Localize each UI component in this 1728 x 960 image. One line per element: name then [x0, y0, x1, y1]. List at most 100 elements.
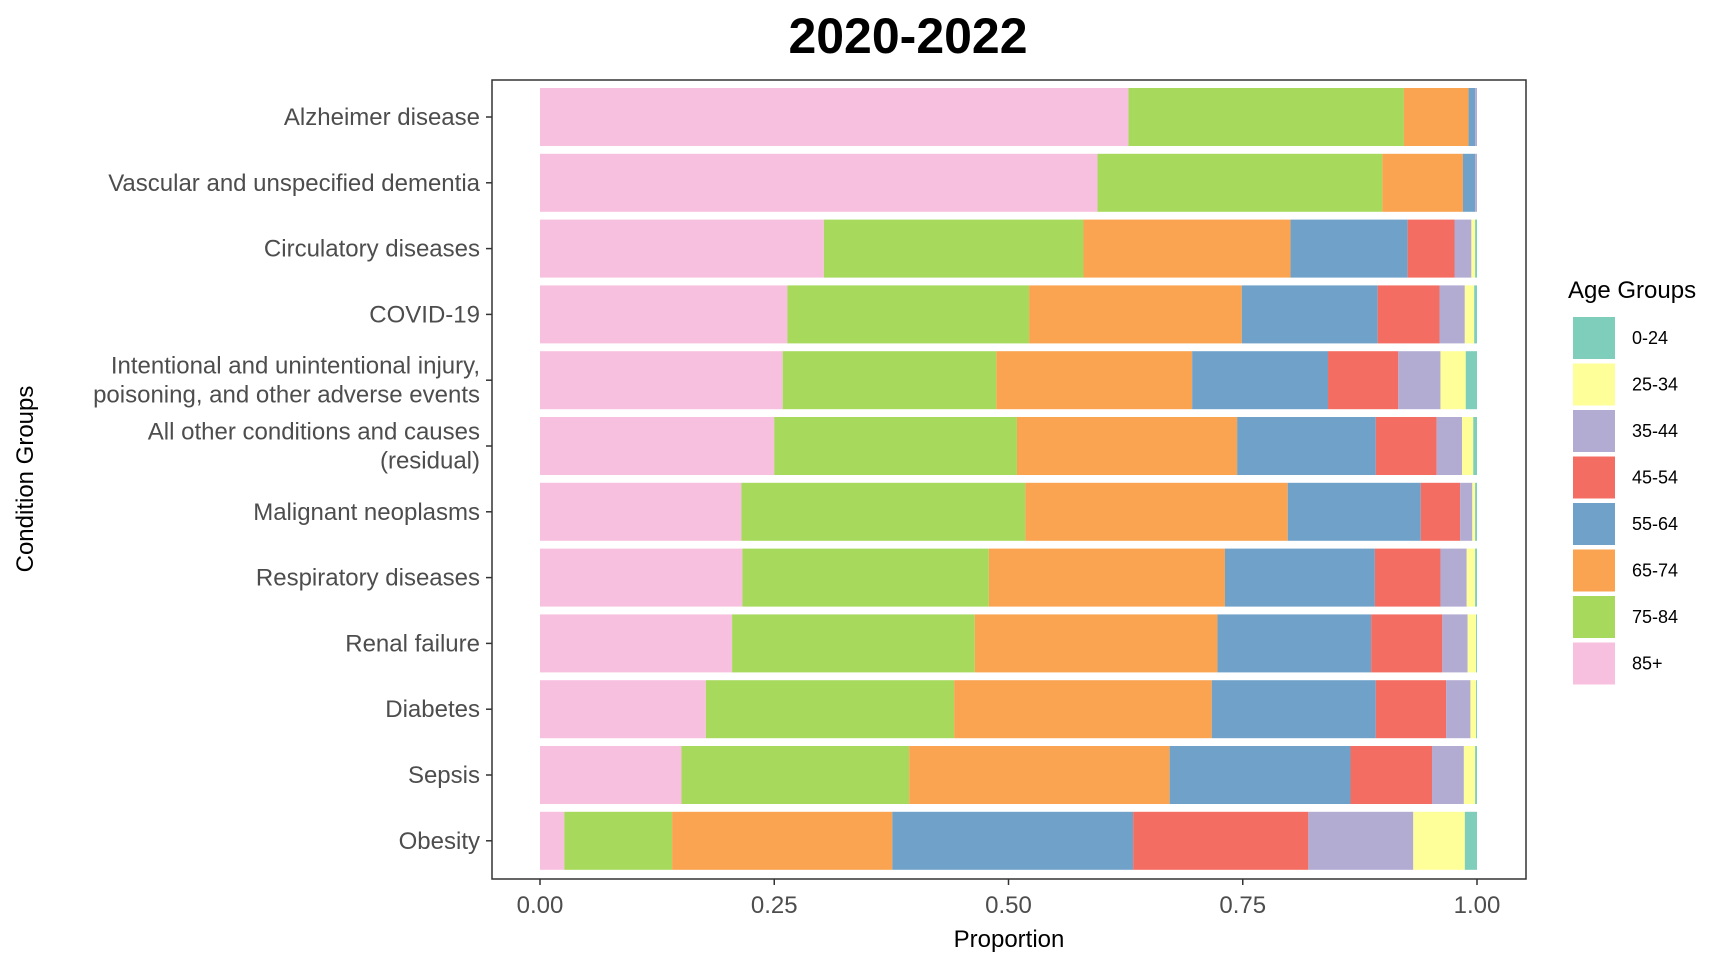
bar-segment-25-34 — [1413, 811, 1465, 870]
bar-segment-55-64 — [1217, 614, 1372, 673]
bar-segment-35-44 — [1308, 811, 1414, 870]
x-tick-label: 0.25 — [751, 892, 798, 919]
category-label: Alzheimer disease — [284, 104, 480, 131]
category-label: Obesity — [399, 828, 480, 855]
bar-segment-55-64 — [1224, 548, 1375, 607]
legend-swatch-55-64 — [1573, 503, 1615, 545]
legend-swatch-25-34 — [1573, 363, 1615, 406]
bar-segment-85+ — [540, 614, 733, 673]
bar-segment-45-54 — [1420, 482, 1461, 541]
legend-swatch-75-84 — [1573, 596, 1615, 638]
bar-segment-85+ — [540, 811, 565, 870]
bar-segment-35-44 — [1442, 614, 1468, 673]
category-label: Renal failure — [345, 630, 480, 657]
bar-segment-55-64 — [1211, 680, 1376, 739]
bar-segment-65-74 — [1403, 88, 1469, 146]
bar-segment-45-54 — [1371, 614, 1443, 673]
legend-items: 0-24 25-34 35-44 45-54 55-64 65-74 75-84 85+ — [1573, 317, 1678, 685]
legend-label-75-84: 75-84 — [1632, 607, 1678, 627]
bar-segment-45-54 — [1328, 351, 1399, 410]
legend-label-25-34: 25-34 — [1632, 375, 1678, 395]
bar-segment-25-34 — [1472, 482, 1476, 541]
bar-segment-65-74 — [1083, 219, 1291, 278]
bar-segment-0-24 — [1475, 482, 1477, 541]
legend-label-35-44: 35-44 — [1632, 421, 1678, 441]
bar-segment-75-84 — [782, 351, 997, 410]
y-axis: Alzheimer disease Vascular and unspecifie… — [93, 104, 492, 855]
bar-segment-35-44 — [1432, 746, 1464, 804]
bar-segment-55-64 — [1169, 746, 1351, 804]
bar-segment-45-54 — [1377, 285, 1440, 344]
category-label: Vascular and unspecified dementia — [108, 170, 480, 197]
bar-segment-25-34 — [1462, 417, 1474, 475]
bar-segment-65-74 — [672, 811, 893, 870]
bar-segment-0-24 — [1475, 219, 1477, 278]
bar-segment-55-64 — [892, 811, 1134, 870]
bar-segment-65-74 — [1382, 153, 1463, 212]
legend: Age Groups 0-24 25-34 35-44 45-54 55-64 65-74… — [1568, 277, 1696, 685]
bar-segment-35-44 — [1436, 417, 1463, 475]
bar-segment-25-34 — [1466, 548, 1476, 607]
bar-segment-55-64 — [1287, 482, 1421, 541]
chart-title: 2020-2022 — [788, 8, 1027, 64]
legend-label-0-24: 0-24 — [1632, 328, 1668, 348]
bar-segment-0-24 — [1475, 746, 1477, 804]
bar-segment-75-84 — [741, 482, 1026, 541]
category-label: Respiratory diseases — [256, 565, 480, 592]
bar-segment-45-54 — [1375, 680, 1447, 739]
bar-segment-45-54 — [1374, 548, 1441, 607]
category-label: Circulatory diseases — [264, 236, 480, 263]
bar-segment-45-54 — [1407, 219, 1455, 278]
bar-segment-55-64 — [1237, 417, 1376, 475]
bar-segment-65-74 — [988, 548, 1225, 607]
bar-segment-75-84 — [564, 811, 673, 870]
bar-segment-35-44 — [1460, 482, 1473, 541]
bar-segment-0-24 — [1465, 351, 1477, 410]
bar-segment-55-64 — [1462, 153, 1476, 212]
x-tick-label: 0.00 — [517, 892, 564, 919]
bar-segment-85+ — [540, 548, 743, 607]
bars-layer — [540, 88, 1477, 870]
bar-segment-35-44 — [1439, 285, 1465, 344]
bar-segment-85+ — [540, 417, 775, 475]
legend-label-45-54: 45-54 — [1632, 468, 1678, 488]
category-label: Diabetes — [385, 696, 480, 723]
category-label: Intentional and unintentional injury, — [111, 353, 480, 380]
x-axis: 0.00 0.25 0.50 0.75 1.00 — [517, 879, 1500, 919]
bar-segment-75-84 — [705, 680, 955, 739]
y-axis-title: Condition Groups — [12, 386, 39, 573]
bar-segment-65-74 — [909, 746, 1170, 804]
bar-segment-75-84 — [1097, 153, 1383, 212]
bar-segment-65-74 — [1029, 285, 1242, 344]
bar-segment-65-74 — [996, 351, 1193, 410]
bar-segment-0-24 — [1476, 680, 1477, 739]
bar-segment-35-44 — [1475, 153, 1477, 212]
bar-segment-85+ — [540, 351, 783, 410]
bar-segment-35-44 — [1475, 88, 1477, 146]
legend-swatch-85+ — [1573, 642, 1615, 685]
bar-segment-0-24 — [1464, 811, 1477, 870]
bar-segment-25-34 — [1467, 614, 1477, 673]
category-label: Malignant neoplasms — [253, 499, 480, 526]
category-label: All other conditions and causes — [148, 419, 480, 446]
bar-segment-45-54 — [1375, 417, 1437, 475]
legend-label-85+: 85+ — [1632, 654, 1663, 674]
bar-segment-65-74 — [974, 614, 1218, 673]
bar-segment-35-44 — [1440, 548, 1467, 607]
bar-segment-0-24 — [1474, 285, 1477, 344]
bar-segment-55-64 — [1290, 219, 1408, 278]
bar-segment-25-34 — [1464, 285, 1475, 344]
bar-segment-75-84 — [742, 548, 989, 607]
x-tick-label: 0.50 — [985, 892, 1032, 919]
bar-segment-55-64 — [1468, 88, 1476, 146]
category-label: (residual) — [380, 448, 480, 475]
legend-swatch-35-44 — [1573, 410, 1615, 452]
bar-segment-85+ — [540, 746, 682, 804]
bar-segment-55-64 — [1241, 285, 1378, 344]
legend-swatch-45-54 — [1573, 456, 1615, 499]
bar-segment-65-74 — [1025, 482, 1288, 541]
bar-segment-85+ — [540, 88, 1129, 146]
bar-segment-25-34 — [1470, 680, 1477, 739]
bar-segment-45-54 — [1133, 811, 1309, 870]
legend-label-55-64: 55-64 — [1632, 514, 1678, 534]
